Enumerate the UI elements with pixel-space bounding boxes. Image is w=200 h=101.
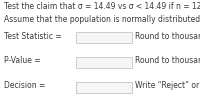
Text: Round to thousandths place.: Round to thousandths place. xyxy=(135,56,200,65)
Text: Test the claim that σ = 14.49 vs σ < 14.49 if n = 12, s = 13.3, and α = 0.05.: Test the claim that σ = 14.49 vs σ < 14.… xyxy=(4,2,200,11)
FancyBboxPatch shape xyxy=(76,57,132,68)
Text: P-Value =: P-Value = xyxy=(4,56,41,65)
FancyBboxPatch shape xyxy=(76,32,132,43)
Text: Round to thousandths place.: Round to thousandths place. xyxy=(135,32,200,41)
Text: Assume that the population is normally distributed.: Assume that the population is normally d… xyxy=(4,15,200,24)
FancyBboxPatch shape xyxy=(76,82,132,93)
Text: Decision =: Decision = xyxy=(4,81,45,90)
Text: Test Statistic =: Test Statistic = xyxy=(4,32,62,41)
Text: Write “Reject” or “Fail to Reject”: Write “Reject” or “Fail to Reject” xyxy=(135,81,200,90)
